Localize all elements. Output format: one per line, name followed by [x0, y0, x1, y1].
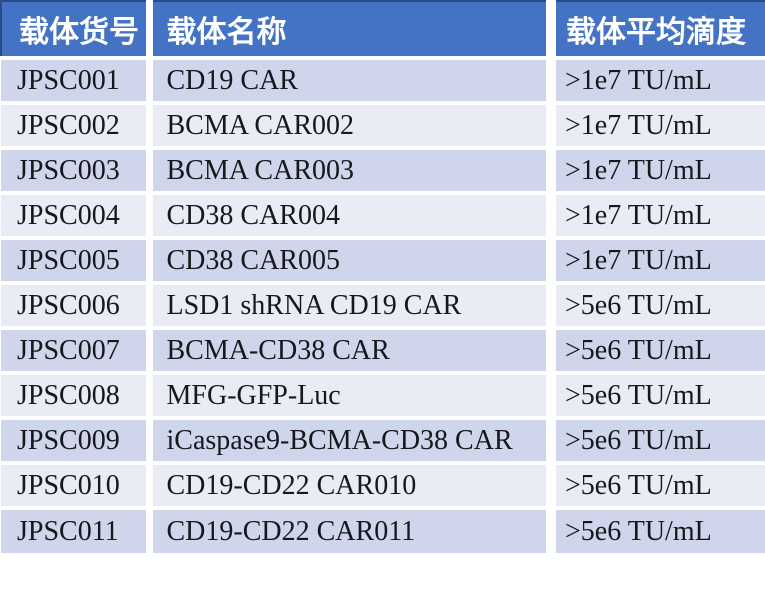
column-header-name: 载体名称 — [149, 0, 556, 58]
cell-catalog: JPSC002 — [1, 101, 153, 148]
cell-name: iCaspase9-BCMA-CD38 CAR — [149, 416, 556, 463]
cell-catalog: JPSC011 — [1, 506, 153, 553]
cell-catalog: JPSC008 — [1, 371, 153, 418]
cell-catalog: JPSC007 — [1, 326, 153, 373]
table-row: JPSC007 BCMA-CD38 CAR >5e6 TU/mL — [1, 326, 765, 373]
table-row: JPSC011 CD19-CD22 CAR011 >5e6 TU/mL — [1, 506, 765, 553]
table-row: JPSC005 CD38 CAR005 >1e7 TU/mL — [1, 236, 765, 283]
table-row: JPSC003 BCMA CAR003 >1e7 TU/mL — [1, 146, 765, 193]
table-row: JPSC006 LSD1 shRNA CD19 CAR >5e6 TU/mL — [1, 281, 765, 328]
cell-name: CD38 CAR005 — [149, 236, 556, 283]
column-header-catalog: 载体货号 — [0, 0, 153, 58]
cell-name: CD19 CAR — [149, 56, 556, 103]
vector-titer-table: 载体货号 载体名称 载体平均滴度 JPSC001 CD19 CAR >1e7 T… — [0, 0, 765, 553]
cell-titer: >1e7 TU/mL — [551, 101, 765, 148]
cell-name: CD19-CD22 CAR011 — [149, 506, 556, 553]
cell-catalog: JPSC004 — [1, 191, 153, 238]
table-body: JPSC001 CD19 CAR >1e7 TU/mL JPSC002 BCMA… — [1, 56, 765, 553]
cell-name: BCMA CAR002 — [149, 101, 556, 148]
cell-titer: >5e6 TU/mL — [551, 326, 765, 373]
cell-titer: >1e7 TU/mL — [551, 191, 765, 238]
cell-name: CD38 CAR004 — [149, 191, 556, 238]
cell-name: BCMA CAR003 — [149, 146, 556, 193]
cell-name: BCMA-CD38 CAR — [149, 326, 556, 373]
cell-name: LSD1 shRNA CD19 CAR — [149, 281, 556, 328]
table-row: JPSC002 BCMA CAR002 >1e7 TU/mL — [1, 101, 765, 148]
cell-catalog: JPSC001 — [1, 56, 153, 103]
cell-catalog: JPSC009 — [1, 416, 153, 463]
cell-name: MFG-GFP-Luc — [149, 371, 556, 418]
cell-titer: >5e6 TU/mL — [551, 371, 765, 418]
cell-titer: >5e6 TU/mL — [551, 461, 765, 508]
cell-catalog: JPSC006 — [1, 281, 153, 328]
table-row: JPSC009 iCaspase9-BCMA-CD38 CAR >5e6 TU/… — [1, 416, 765, 463]
cell-titer: >5e6 TU/mL — [551, 506, 765, 553]
cell-catalog: JPSC005 — [1, 236, 153, 283]
cell-catalog: JPSC003 — [1, 146, 153, 193]
cell-titer: >1e7 TU/mL — [551, 236, 765, 283]
cell-titer: >1e7 TU/mL — [551, 146, 765, 193]
cell-titer: >1e7 TU/mL — [551, 56, 765, 103]
cell-name: CD19-CD22 CAR010 — [149, 461, 556, 508]
table-row: JPSC001 CD19 CAR >1e7 TU/mL — [1, 56, 765, 103]
cell-catalog: JPSC010 — [1, 461, 153, 508]
table-row: JPSC004 CD38 CAR004 >1e7 TU/mL — [1, 191, 765, 238]
cell-titer: >5e6 TU/mL — [551, 416, 765, 463]
table-row: JPSC010 CD19-CD22 CAR010 >5e6 TU/mL — [1, 461, 765, 508]
header-row: 载体货号 载体名称 载体平均滴度 — [0, 0, 765, 58]
cell-titer: >5e6 TU/mL — [551, 281, 765, 328]
table-row: JPSC008 MFG-GFP-Luc >5e6 TU/mL — [1, 371, 765, 418]
column-header-titer: 载体平均滴度 — [551, 0, 765, 58]
